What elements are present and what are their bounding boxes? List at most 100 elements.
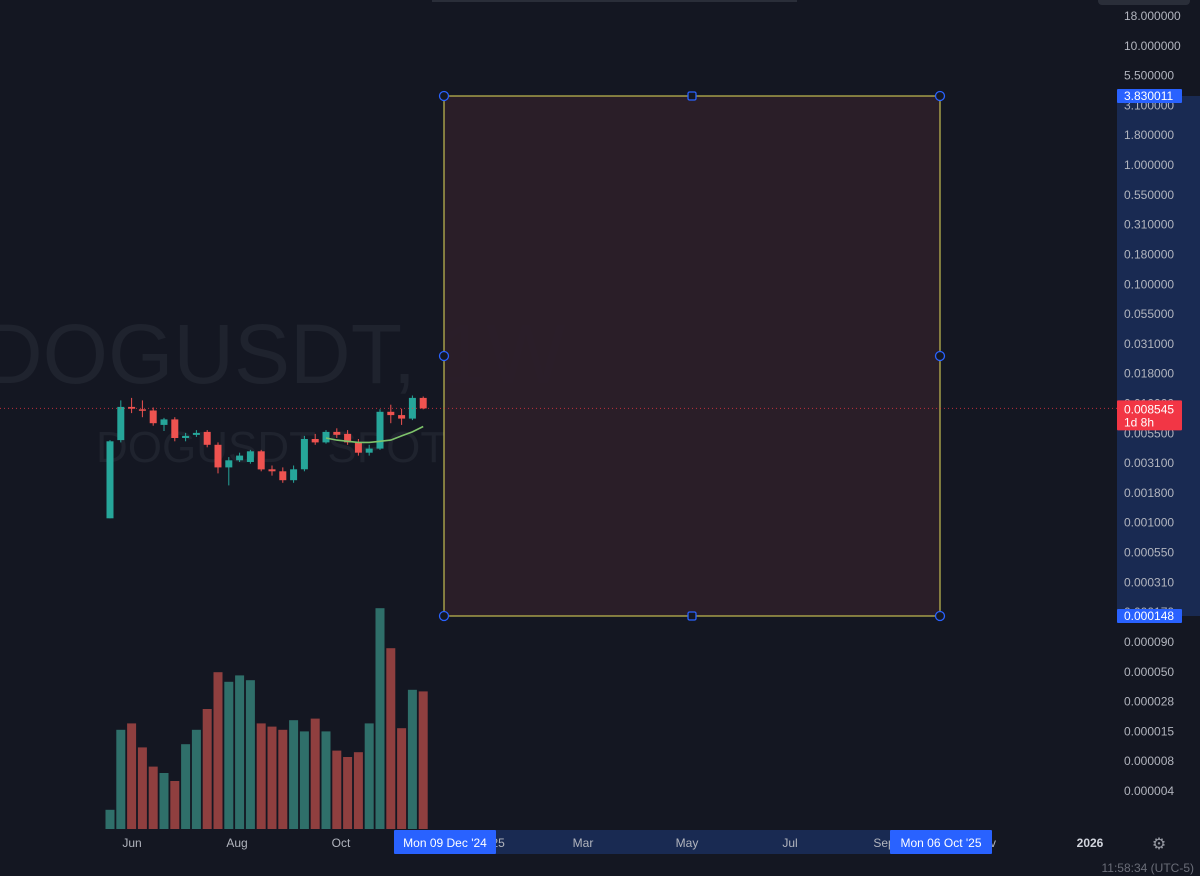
- candle-body: [279, 471, 287, 481]
- price-axis-group[interactable]: [1117, 96, 1200, 616]
- range-bottom-price-label-text: 0.000148: [1124, 609, 1174, 623]
- range-start-date-label-text: Mon 09 Dec '24: [403, 836, 487, 850]
- candle-body: [354, 442, 362, 453]
- volume-bar: [116, 729, 126, 829]
- volume-bar: [256, 723, 266, 829]
- candle-body: [149, 410, 157, 424]
- price-tick-label: 0.000050: [1124, 665, 1174, 679]
- candle-body: [290, 469, 298, 481]
- volume-bar: [191, 729, 201, 829]
- volume-bar: [181, 744, 191, 829]
- time-tick-label: Mar: [573, 836, 594, 850]
- volume-bars: [105, 608, 428, 829]
- top-right-control[interactable]: [1098, 0, 1190, 5]
- candle-body: [376, 411, 384, 449]
- candles: [106, 395, 427, 519]
- price-range-highlight: [1117, 96, 1200, 616]
- gear-icon: ⚙: [1151, 833, 1167, 853]
- time-tick-label: 2026: [1077, 836, 1104, 850]
- price-tick-label: 1.000000: [1124, 158, 1174, 172]
- range-bottom-price-label-bg: [1117, 609, 1182, 623]
- candle-body: [236, 455, 244, 461]
- price-tick-label: 1.800000: [1124, 128, 1174, 142]
- corner-handle[interactable]: [934, 610, 946, 622]
- candle-body: [311, 439, 319, 443]
- volume-bar: [364, 723, 374, 829]
- countdown-text: 1d 8h: [1124, 415, 1154, 429]
- edge-handle[interactable]: [438, 350, 450, 362]
- volume-bar: [343, 757, 353, 829]
- corner-handle[interactable]: [438, 90, 450, 102]
- range-rectangle-fill: [444, 96, 940, 616]
- volume-bar: [137, 747, 147, 829]
- rectangle-handles[interactable]: [438, 90, 946, 622]
- time-range-highlight: [444, 830, 940, 854]
- price-tick-label: 0.000310: [1124, 575, 1174, 589]
- candle-body: [268, 469, 276, 472]
- volume-bar: [170, 781, 180, 829]
- candle-body: [192, 432, 200, 435]
- volume-bar: [148, 766, 158, 829]
- candle-body: [419, 397, 427, 409]
- candle-body: [225, 460, 233, 468]
- candle-body: [214, 444, 222, 468]
- candle-body: [246, 451, 254, 462]
- volume-bar: [407, 689, 417, 829]
- price-tick-label: 0.000090: [1124, 635, 1174, 649]
- volume-bar: [397, 728, 407, 829]
- price-tick-label: 0.003100: [1124, 456, 1174, 470]
- candle-body: [106, 441, 114, 519]
- chart-settings-button[interactable]: ⚙: [1148, 833, 1170, 853]
- price-tick-label: 0.310000: [1124, 218, 1174, 232]
- price-tick-label: 0.100000: [1124, 277, 1174, 291]
- price-tick-label: 0.055000: [1124, 307, 1174, 321]
- volume-bar: [245, 680, 255, 829]
- volume-bar: [332, 750, 342, 829]
- candle-body: [128, 406, 136, 409]
- time-tick-label: Jul: [782, 836, 797, 850]
- range-top-price-label: 3.830011: [1117, 89, 1182, 103]
- candle-body: [138, 409, 146, 411]
- candle-body: [398, 415, 406, 419]
- price-tick-label: 5.500000: [1124, 69, 1174, 83]
- moving-average-line: [325, 425, 424, 444]
- price-tick-label: 10.000000: [1124, 39, 1181, 53]
- watermark-subtitle: DOGUSDT SPOT: [96, 423, 447, 472]
- range-end-date-label-bg: [890, 830, 992, 854]
- bottom-clock: 11:58:34 (UTC-5): [1101, 861, 1194, 875]
- volume-bar: [105, 809, 115, 829]
- candle-body: [333, 431, 341, 435]
- volume-bar: [353, 752, 363, 829]
- volume-bar: [289, 720, 299, 829]
- price-tick-label: 0.000008: [1124, 754, 1174, 768]
- candle-body: [160, 419, 168, 425]
- candle-body: [257, 451, 265, 470]
- range-end-date-label-text: Mon 06 Oct '25: [901, 836, 982, 850]
- volume-bar: [224, 681, 234, 829]
- range-start-date-label: Mon 09 Dec '24: [394, 830, 496, 854]
- price-tick-label: 18.000000: [1124, 9, 1181, 23]
- range-top-price-label-bg: [1117, 89, 1182, 103]
- date-range-rectangle[interactable]: [443, 95, 941, 617]
- corner-handle[interactable]: [438, 610, 450, 622]
- range-start-date-label-bg: [394, 830, 496, 854]
- edge-handle[interactable]: [687, 611, 697, 621]
- range-bottom-price-label: 0.000148: [1117, 609, 1182, 623]
- volume-bar: [267, 726, 277, 829]
- price-tick-label: 0.000550: [1124, 546, 1174, 560]
- volume-bar: [213, 672, 223, 829]
- edge-handle[interactable]: [934, 350, 946, 362]
- candle-body: [117, 406, 125, 441]
- volume-bar: [127, 723, 137, 829]
- volume-bar: [278, 729, 288, 829]
- corner-handle[interactable]: [934, 90, 946, 102]
- edge-handle[interactable]: [687, 91, 697, 101]
- price-tick-label: 0.000028: [1124, 695, 1174, 709]
- candle-body: [365, 448, 373, 453]
- volume-bar: [418, 691, 428, 829]
- volume-bar: [310, 718, 320, 829]
